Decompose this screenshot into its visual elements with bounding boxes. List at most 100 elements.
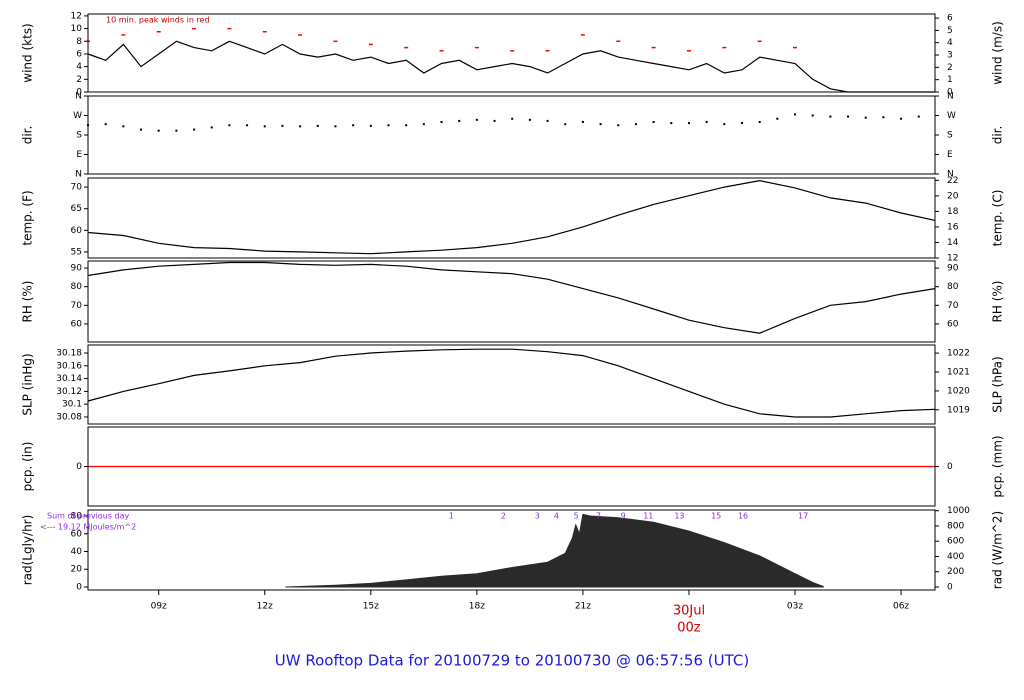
- series-line: [87, 179, 936, 255]
- y-axis-label: SLP (inHg): [21, 353, 35, 415]
- y-axis-label: dir.: [21, 126, 35, 145]
- panel-frame: [87, 344, 936, 425]
- y2-tick-label: 3: [947, 51, 953, 61]
- y-axis-label: rad(Lgly/hr): [21, 515, 35, 586]
- direction-dot: [422, 123, 425, 126]
- panel-frame: [87, 260, 936, 343]
- y2-tick-label: 6: [947, 14, 953, 24]
- y-axis-label: pcp. (in): [21, 442, 35, 492]
- direction-dot: [829, 115, 832, 118]
- y2-tick-label: 70: [947, 301, 959, 311]
- direction-dot: [705, 121, 708, 123]
- y-axis-label: wind (kts): [21, 23, 35, 82]
- y-tick-label: 30.12: [56, 387, 82, 397]
- x-tick-label: 09z: [151, 602, 167, 612]
- direction-dot: [546, 119, 549, 122]
- y2-axis-label: wind (m/s): [991, 21, 1005, 85]
- direction-dot: [175, 129, 178, 132]
- y-tick-label: 70: [71, 183, 83, 193]
- y-tick-label: N: [75, 170, 82, 180]
- y2-tick-label: 60: [947, 319, 959, 329]
- direction-dot: [104, 123, 107, 126]
- direction-dot: [193, 128, 196, 131]
- y-tick-label: 60: [71, 529, 83, 539]
- y2-tick-label: 600: [947, 537, 964, 547]
- direction-dot: [723, 123, 726, 126]
- panel-frame: [87, 177, 936, 259]
- y-tick-label: 10: [71, 24, 83, 34]
- hour-marker: 5: [574, 512, 579, 521]
- direction-dot: [281, 124, 284, 127]
- y-tick-label: 6: [76, 49, 82, 59]
- x-tick-label: 18z: [469, 602, 485, 612]
- direction-dot: [758, 121, 761, 123]
- y2-tick-label: 200: [947, 567, 964, 577]
- y2-tick-label: 12: [947, 254, 958, 264]
- y2-tick-label: 80: [947, 282, 959, 292]
- y2-tick-label: 1022: [947, 349, 970, 359]
- x-tick-label: 03z: [787, 602, 803, 612]
- y2-tick-label: 0: [947, 88, 953, 98]
- direction-dot: [299, 125, 302, 128]
- y2-axis-label: dir.: [991, 126, 1005, 145]
- hour-marker: 16: [738, 512, 748, 521]
- panel-frame: [87, 509, 936, 591]
- direction-dot: [740, 122, 743, 125]
- y2-tick-label: 1000: [947, 506, 970, 516]
- y-tick-label: 0: [76, 88, 82, 98]
- direction-dot: [352, 124, 355, 127]
- direction-dot: [564, 123, 567, 126]
- y-tick-label: 30.18: [56, 348, 82, 358]
- y2-tick-label: 2: [947, 63, 953, 73]
- y2-tick-label: 1020: [947, 386, 970, 396]
- y2-tick-label: 5: [947, 26, 953, 36]
- y-tick-label: 30.14: [56, 374, 82, 384]
- series-line: [87, 40, 935, 93]
- direction-dot: [369, 124, 372, 127]
- x-tick-label: 06z: [893, 602, 909, 612]
- y-tick-label: 20: [71, 565, 83, 575]
- direction-dot: [493, 119, 496, 122]
- footer-title: UW Rooftop Data for 20100729 to 20100730…: [275, 652, 749, 670]
- y2-axis-label: SLP (hPa): [991, 356, 1005, 412]
- y-tick-label: N: [75, 92, 82, 102]
- y2-axis-label: pcp. (mm): [991, 435, 1005, 497]
- direction-dot: [316, 124, 319, 127]
- panel-frame: [87, 95, 936, 175]
- panel-frame: [87, 13, 936, 93]
- note: Sum of previous day: [47, 512, 129, 521]
- y2-tick-label: 1: [947, 75, 953, 85]
- direction-dot: [811, 114, 814, 117]
- y2-tick-label: 0: [947, 582, 953, 592]
- direction-dot: [581, 121, 584, 123]
- y2-tick-label: 1021: [947, 368, 970, 378]
- direction-dot: [599, 123, 602, 126]
- direction-dot: [776, 117, 779, 120]
- hour-marker: 13: [674, 512, 684, 521]
- day-marker-time: 00z: [677, 621, 701, 636]
- x-tick-label: 21z: [575, 602, 591, 612]
- y2-tick-label: E: [947, 150, 953, 160]
- y2-tick-label: 14: [947, 238, 959, 248]
- y-tick-label: 30.1: [62, 400, 82, 410]
- y2-tick-label: 22: [947, 176, 958, 186]
- hour-marker: 17: [798, 512, 808, 521]
- y-axis-label: RH (%): [21, 281, 35, 323]
- direction-dot: [652, 121, 655, 123]
- series-line: [87, 348, 936, 418]
- y-tick-label: 2: [76, 75, 82, 85]
- y2-tick-label: W: [947, 111, 956, 121]
- direction-dot: [864, 116, 867, 119]
- y2-tick-label: 400: [947, 552, 964, 562]
- y-tick-label: W: [73, 111, 82, 121]
- hour-marker: 2: [501, 512, 506, 521]
- y-tick-label: 30.08: [56, 412, 82, 422]
- hour-marker: 1: [449, 512, 454, 521]
- y-tick-label: E: [76, 150, 82, 160]
- y2-tick-label: N: [947, 170, 954, 180]
- y2-tick-label: N: [947, 92, 954, 102]
- direction-dot: [794, 113, 797, 116]
- y-tick-label: 55: [71, 247, 82, 257]
- direction-dot: [246, 124, 249, 127]
